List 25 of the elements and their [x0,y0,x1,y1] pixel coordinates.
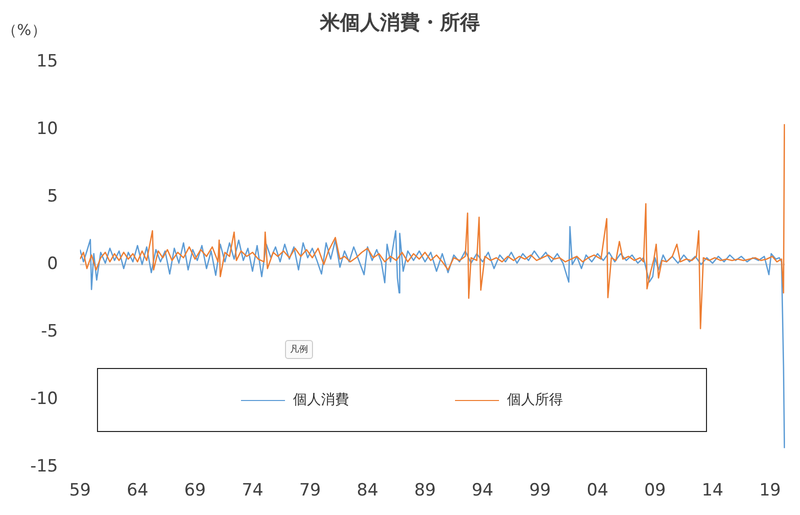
x-tick-label: 64 [126,480,148,501]
x-tick-label: 94 [472,480,494,501]
x-tick-label: 69 [184,480,206,501]
chart-title: 米個人消費・所得 [319,10,480,34]
x-tick-label: 14 [702,480,724,501]
legend-label: 個人消費 [293,391,349,409]
y-tick-label: 15 [36,51,58,72]
x-tick-label: 04 [586,480,608,501]
y-tick-label: -10 [30,388,58,409]
y-tick-label: -15 [30,456,58,476]
y-tick-label: 10 [36,118,58,139]
y-tick-label: 5 [47,186,58,206]
x-tick-label: 59 [69,480,91,501]
legend-label: 個人所得 [507,391,563,409]
x-tick-label: 74 [242,480,264,501]
x-tick-label: 09 [644,480,666,501]
legend-title: 凡例 [285,340,313,359]
x-tick-label: 19 [759,480,781,501]
y-tick-label: -5 [41,321,58,342]
x-tick-label: 89 [414,480,436,501]
y-tick-label: 0 [47,254,58,274]
x-tick-label: 79 [299,480,321,501]
x-tick-label: 84 [356,480,378,501]
x-tick-label: 99 [529,480,551,501]
y-axis-title: （%） [2,20,46,39]
